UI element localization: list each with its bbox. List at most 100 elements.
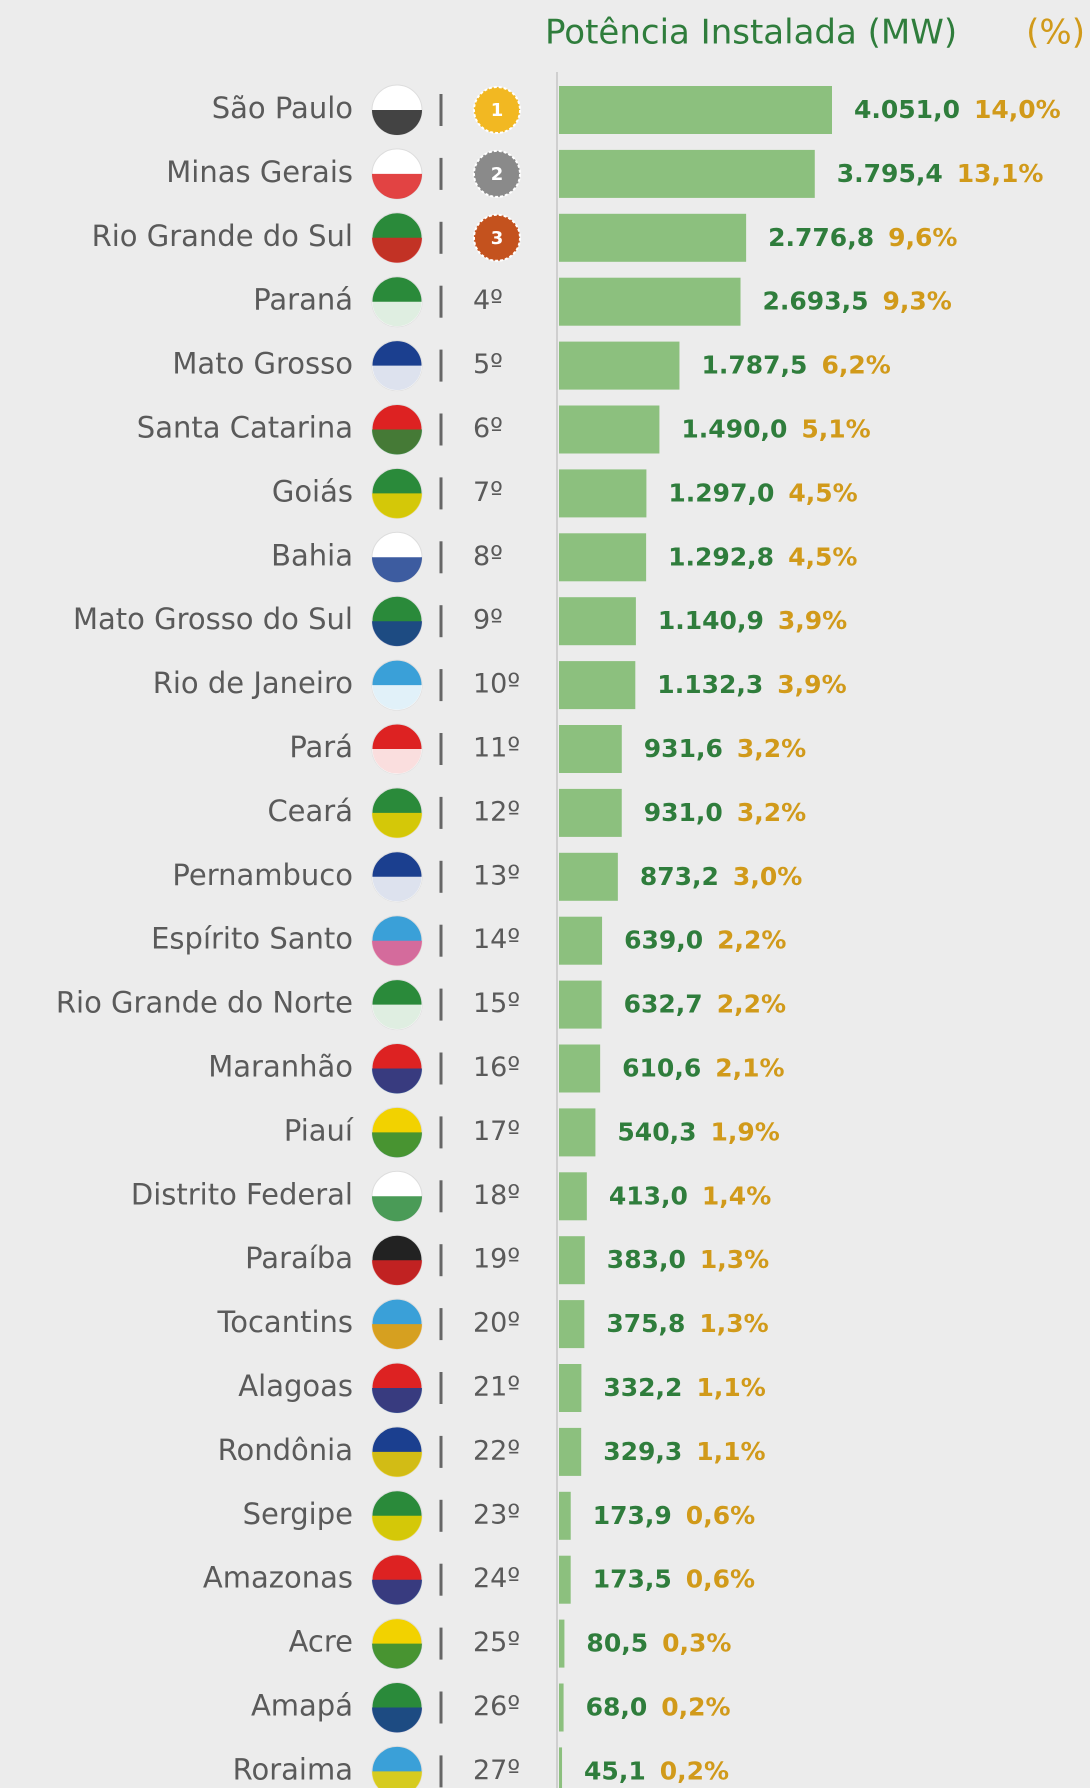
- state-name: Maranhão: [208, 1050, 353, 1084]
- rank: 24º: [473, 1563, 520, 1594]
- percent-label: 0,6%: [686, 1565, 755, 1594]
- bar: [559, 1555, 571, 1604]
- state-name: Sergipe: [243, 1497, 353, 1531]
- bar: [559, 533, 647, 582]
- flag-detail: [372, 173, 422, 199]
- percent-label: 4,5%: [788, 542, 857, 571]
- value-label: 3.795,4: [837, 159, 943, 188]
- rank: 7º: [473, 477, 503, 508]
- flag-detail: [372, 1388, 422, 1413]
- state-name: Acre: [289, 1625, 353, 1659]
- percent-label: 3,9%: [777, 670, 846, 699]
- bar: [559, 1683, 564, 1732]
- value-label: 173,9: [593, 1501, 672, 1530]
- state-name: Rio Grande do Sul: [92, 219, 353, 253]
- percent-label: 0,2%: [660, 1756, 729, 1785]
- state-name: Paraná: [253, 283, 353, 317]
- rank: 17º: [473, 1116, 520, 1147]
- state-name: Paraíba: [245, 1241, 353, 1275]
- flag-detail: [372, 237, 422, 263]
- percent-label: 1,1%: [696, 1437, 765, 1466]
- bar: [559, 980, 602, 1029]
- rank: 8º: [473, 541, 503, 572]
- rank: 13º: [473, 860, 520, 891]
- flag-detail: [372, 876, 422, 902]
- percent-label: 1,4%: [702, 1181, 771, 1210]
- flag-detail: [372, 557, 422, 583]
- rank: 21º: [473, 1372, 520, 1403]
- rank: 9º: [473, 605, 503, 636]
- value-label: 540,3: [617, 1117, 696, 1146]
- bar: [559, 597, 636, 646]
- value-label: 2.776,8: [768, 223, 874, 252]
- rank: 11º: [473, 733, 520, 764]
- bar: [559, 725, 622, 773]
- value-label: 4.051,0: [854, 95, 960, 124]
- bar: [559, 149, 815, 198]
- rank: 5º: [473, 349, 503, 380]
- rank: 12º: [473, 796, 520, 827]
- flag-detail: [372, 1451, 422, 1477]
- flag-detail: [372, 1643, 422, 1669]
- bar: [559, 1427, 582, 1476]
- state-name: Alagoas: [238, 1369, 353, 1403]
- bar: [559, 1300, 585, 1349]
- bar: [559, 277, 741, 326]
- bar: [559, 661, 636, 710]
- flag-detail: [372, 1196, 422, 1222]
- flag-detail: [372, 1707, 422, 1733]
- percent-label: 5,1%: [801, 415, 870, 444]
- value-label: 610,6: [622, 1054, 701, 1083]
- bar: [559, 405, 660, 454]
- flag-detail: [372, 1132, 422, 1158]
- bar: [559, 1172, 587, 1221]
- value-label: 1.132,3: [657, 670, 763, 699]
- bar: [559, 1044, 601, 1093]
- flag-detail: [372, 749, 422, 774]
- percent-label: 2,1%: [715, 1054, 784, 1083]
- state-name: Goiás: [272, 474, 353, 508]
- state-name: Rondônia: [218, 1433, 353, 1467]
- bar: [559, 916, 603, 965]
- value-label: 1.490,0: [681, 415, 787, 444]
- rank: 26º: [473, 1691, 520, 1722]
- rank: 14º: [473, 924, 520, 955]
- flag-detail: [372, 1771, 422, 1788]
- medal-rank: 2: [491, 164, 504, 185]
- flag-detail: [372, 1004, 422, 1030]
- state-name: Espírito Santo: [151, 922, 353, 956]
- flag-detail: [372, 110, 422, 135]
- value-label: 1.297,0: [668, 478, 774, 507]
- flag-detail: [372, 1068, 422, 1094]
- percent-label: 2,2%: [717, 990, 786, 1019]
- flag-detail: [372, 812, 422, 838]
- percent-label: 0,6%: [686, 1501, 755, 1530]
- state-name: Roraima: [233, 1752, 353, 1786]
- percent-label: 4,5%: [788, 478, 857, 507]
- state-name: Tocantins: [216, 1305, 353, 1339]
- state-name: Amazonas: [203, 1561, 353, 1595]
- bar: [559, 1619, 565, 1668]
- percent-label: 1,3%: [700, 1245, 769, 1274]
- state-name: Mato Grosso do Sul: [73, 602, 353, 636]
- rank: 22º: [473, 1435, 520, 1466]
- header-mw: Potência Instalada (MW): [545, 13, 957, 53]
- flag-detail: [372, 1579, 422, 1605]
- state-name: Santa Catarina: [137, 411, 353, 445]
- value-label: 375,8: [606, 1309, 685, 1338]
- state-name: Ceará: [267, 794, 353, 828]
- flag-detail: [372, 493, 422, 519]
- state-name: Bahia: [271, 538, 353, 572]
- value-label: 931,6: [644, 734, 723, 763]
- value-label: 639,0: [624, 926, 703, 955]
- rank: 23º: [473, 1499, 520, 1530]
- flag-detail: [372, 1324, 422, 1350]
- percent-label: 2,2%: [717, 926, 786, 955]
- bar: [559, 1108, 596, 1157]
- bar: [559, 1364, 582, 1412]
- medal: [473, 213, 521, 262]
- medal-rank: 1: [491, 100, 504, 121]
- value-label: 1.140,9: [658, 606, 764, 635]
- value-label: 332,2: [603, 1373, 682, 1402]
